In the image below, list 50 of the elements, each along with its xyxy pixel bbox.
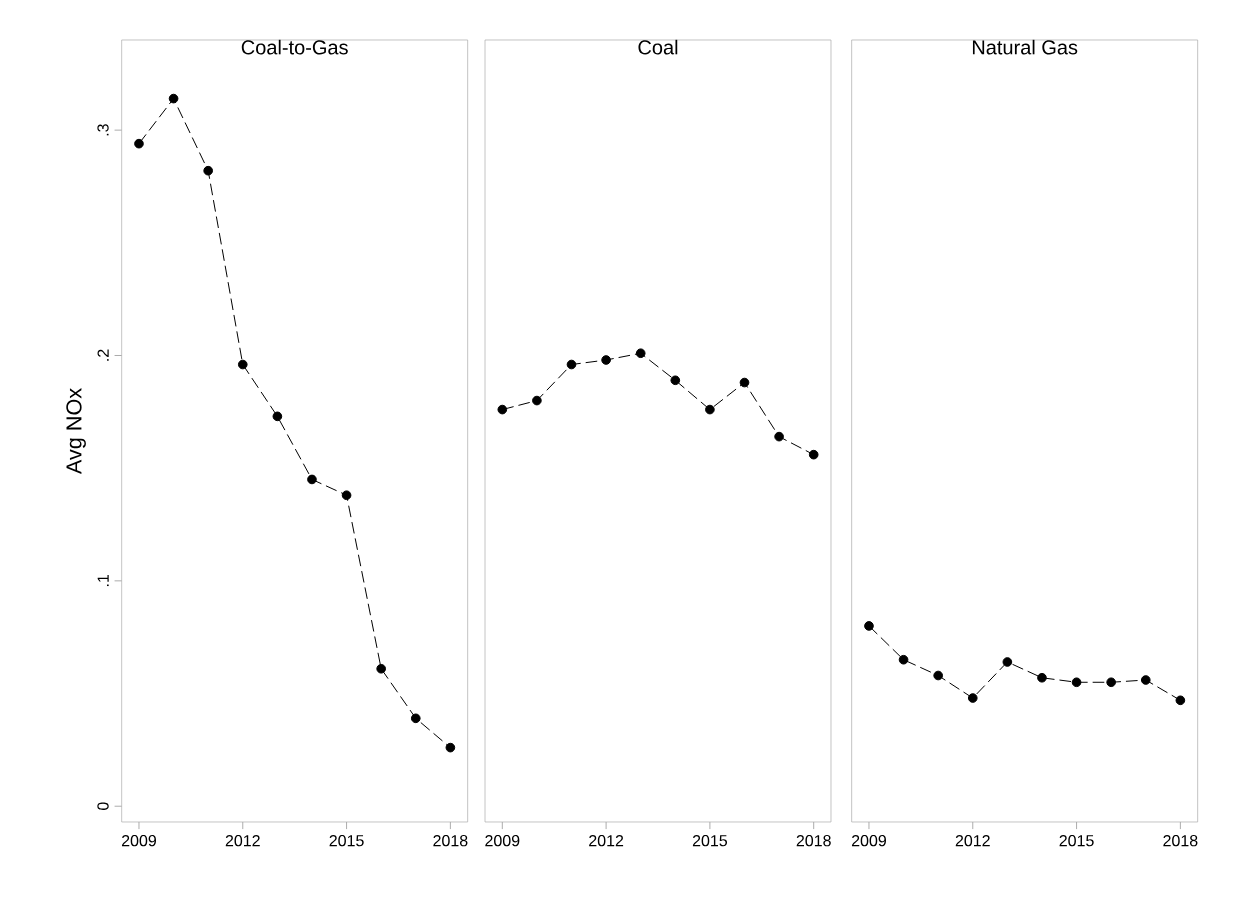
point [1037,672,1047,683]
point [566,359,577,370]
y-axis-title: Avg NOx [66,388,86,475]
x-tick-label: 2009 [485,835,520,847]
point [1071,677,1082,688]
point [774,431,784,442]
point [739,377,750,388]
point [1002,657,1013,667]
x-tick-label: 2018 [796,835,831,847]
y-tick-label: .1 [97,574,109,587]
x-tick-label: 2012 [225,835,260,847]
x-tick-label: 2015 [692,835,728,847]
x-tick-label: 2015 [329,835,364,847]
point [532,395,542,406]
point [864,621,874,631]
x-tick-label: 2012 [589,835,624,847]
point [445,742,456,753]
x-tick-label: 2015 [1059,835,1094,847]
point [933,670,943,681]
y-tick-label: .3 [97,124,109,136]
point [497,404,508,415]
x-tick-label: 2009 [851,835,886,847]
point [272,411,283,422]
chart-title: Coal [638,39,678,55]
x-tick-label: 2009 [121,835,156,847]
x-tick-label: 2018 [1163,835,1198,847]
point [967,693,978,703]
point [601,355,611,365]
point [168,93,179,104]
x-tick-label: 2012 [955,835,990,847]
point [808,449,819,460]
point [1106,677,1116,688]
point [1140,675,1151,685]
y-tick-label: 0 [97,802,109,811]
point [203,165,213,176]
point [705,404,715,415]
point [237,359,248,370]
x-tick-label: 2018 [433,835,468,847]
point [1175,695,1186,706]
chart-title: Natural Gas [972,39,1078,55]
point [341,490,352,501]
point [635,348,646,359]
y-tick-label: .2 [97,349,109,361]
point [670,375,681,386]
point [410,713,421,724]
point [898,654,909,665]
point [134,138,144,149]
point [307,474,317,485]
chart-title: Coal-to-Gas [241,39,348,55]
point [376,663,386,674]
